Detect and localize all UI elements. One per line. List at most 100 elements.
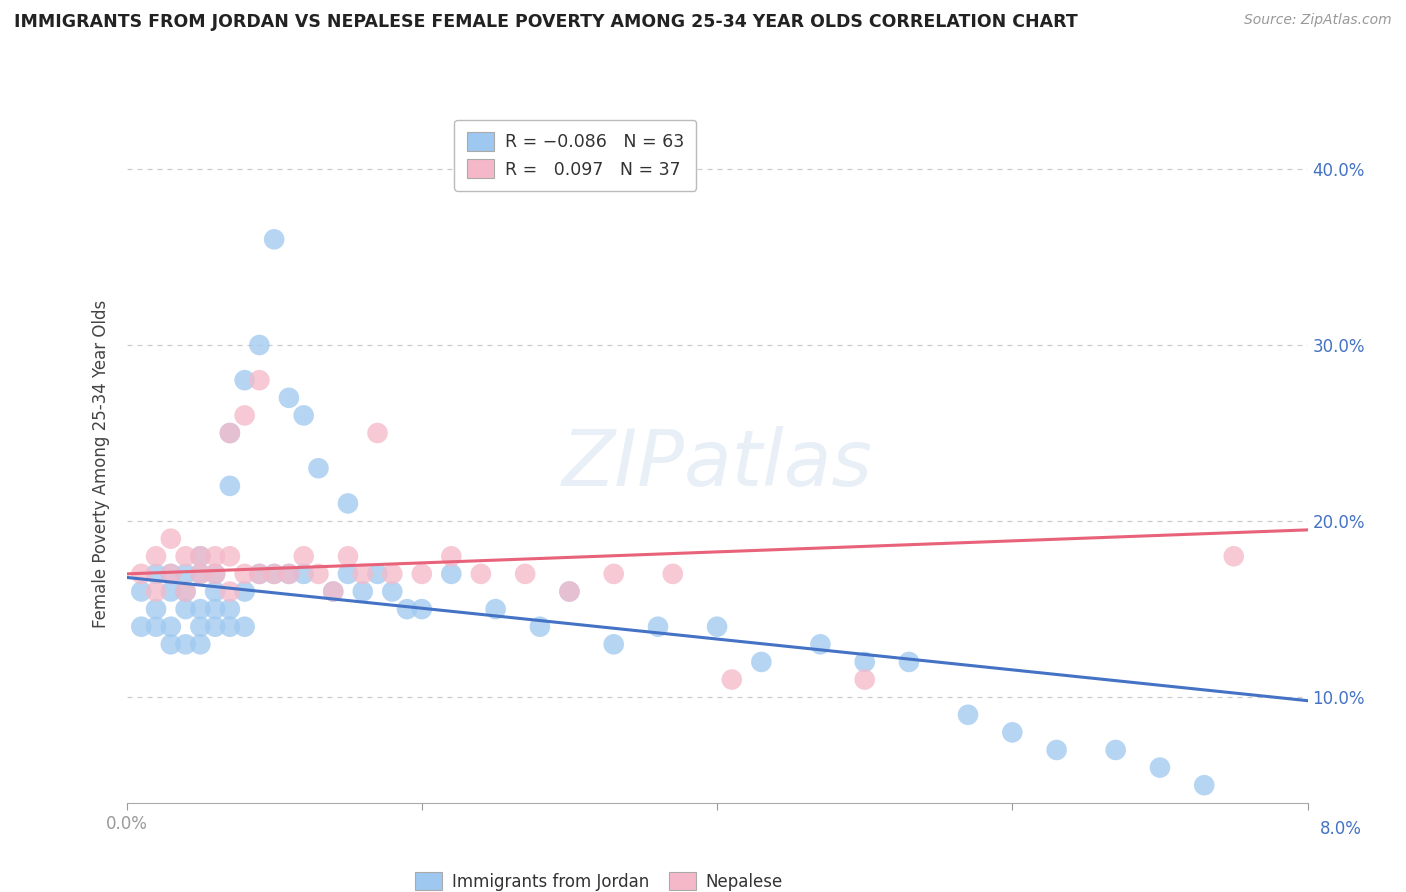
Point xyxy=(145,549,167,564)
Point xyxy=(515,566,537,581)
Point xyxy=(322,584,344,599)
Point xyxy=(129,566,153,581)
Point xyxy=(204,584,226,599)
Point xyxy=(603,637,626,651)
Point xyxy=(1222,549,1246,564)
Point xyxy=(1105,743,1128,757)
Point xyxy=(484,602,508,616)
Point xyxy=(174,602,197,616)
Point xyxy=(145,566,167,581)
Point xyxy=(219,425,242,440)
Point xyxy=(292,549,315,564)
Point xyxy=(263,566,285,581)
Point xyxy=(440,566,463,581)
Point xyxy=(897,655,920,669)
Point xyxy=(337,566,360,581)
Point xyxy=(204,566,226,581)
Point xyxy=(352,584,374,599)
Point xyxy=(233,566,256,581)
Point xyxy=(129,584,153,599)
Point xyxy=(129,620,153,634)
Point xyxy=(720,673,742,687)
Point xyxy=(1001,725,1024,739)
Point xyxy=(247,373,270,387)
Point xyxy=(292,566,315,581)
Point xyxy=(381,584,404,599)
Point xyxy=(174,637,197,651)
Point xyxy=(751,655,773,669)
Point xyxy=(145,602,167,616)
Point xyxy=(1149,761,1171,775)
Point xyxy=(174,584,197,599)
Point xyxy=(529,620,551,634)
Point xyxy=(233,373,256,387)
Point xyxy=(337,549,360,564)
Point xyxy=(810,637,832,651)
Point xyxy=(366,425,388,440)
Point xyxy=(558,584,581,599)
Point xyxy=(247,566,270,581)
Y-axis label: Female Poverty Among 25-34 Year Olds: Female Poverty Among 25-34 Year Olds xyxy=(91,300,110,628)
Point xyxy=(160,584,183,599)
Point xyxy=(411,602,433,616)
Text: 8.0%: 8.0% xyxy=(1319,820,1361,838)
Point xyxy=(352,566,374,581)
Point xyxy=(160,620,183,634)
Point xyxy=(204,566,226,581)
Point xyxy=(247,338,270,352)
Point xyxy=(411,566,433,581)
Point xyxy=(174,584,197,599)
Point xyxy=(145,620,167,634)
Text: ZIPatlas: ZIPatlas xyxy=(561,425,873,502)
Legend: Immigrants from Jordan, Nepalese: Immigrants from Jordan, Nepalese xyxy=(408,865,790,892)
Point xyxy=(381,566,404,581)
Point xyxy=(278,566,301,581)
Point xyxy=(307,566,329,581)
Point xyxy=(263,232,285,246)
Point xyxy=(278,391,301,405)
Point xyxy=(219,620,242,634)
Point xyxy=(440,549,463,564)
Point xyxy=(188,602,211,616)
Point xyxy=(853,673,876,687)
Point xyxy=(174,549,197,564)
Point xyxy=(706,620,728,634)
Point xyxy=(145,584,167,599)
Point xyxy=(188,566,211,581)
Point xyxy=(1192,778,1215,792)
Point xyxy=(204,620,226,634)
Point xyxy=(233,584,256,599)
Point xyxy=(188,549,211,564)
Point xyxy=(470,566,492,581)
Point xyxy=(292,409,315,423)
Point xyxy=(219,584,242,599)
Point xyxy=(204,549,226,564)
Point xyxy=(219,549,242,564)
Point xyxy=(603,566,626,581)
Point xyxy=(188,566,211,581)
Point xyxy=(219,602,242,616)
Text: IMMIGRANTS FROM JORDAN VS NEPALESE FEMALE POVERTY AMONG 25-34 YEAR OLDS CORRELAT: IMMIGRANTS FROM JORDAN VS NEPALESE FEMAL… xyxy=(14,13,1078,31)
Point xyxy=(647,620,669,634)
Point xyxy=(204,602,226,616)
Point xyxy=(322,584,344,599)
Point xyxy=(278,566,301,581)
Point xyxy=(247,566,270,581)
Point xyxy=(188,637,211,651)
Point xyxy=(188,549,211,564)
Point xyxy=(853,655,876,669)
Point xyxy=(219,479,242,493)
Point xyxy=(219,425,242,440)
Point xyxy=(160,532,183,546)
Point xyxy=(337,496,360,510)
Text: Source: ZipAtlas.com: Source: ZipAtlas.com xyxy=(1244,13,1392,28)
Point xyxy=(160,566,183,581)
Point xyxy=(160,637,183,651)
Point xyxy=(233,620,256,634)
Point xyxy=(661,566,683,581)
Point xyxy=(558,584,581,599)
Point xyxy=(174,566,197,581)
Point xyxy=(1045,743,1069,757)
Point xyxy=(396,602,419,616)
Point xyxy=(366,566,388,581)
